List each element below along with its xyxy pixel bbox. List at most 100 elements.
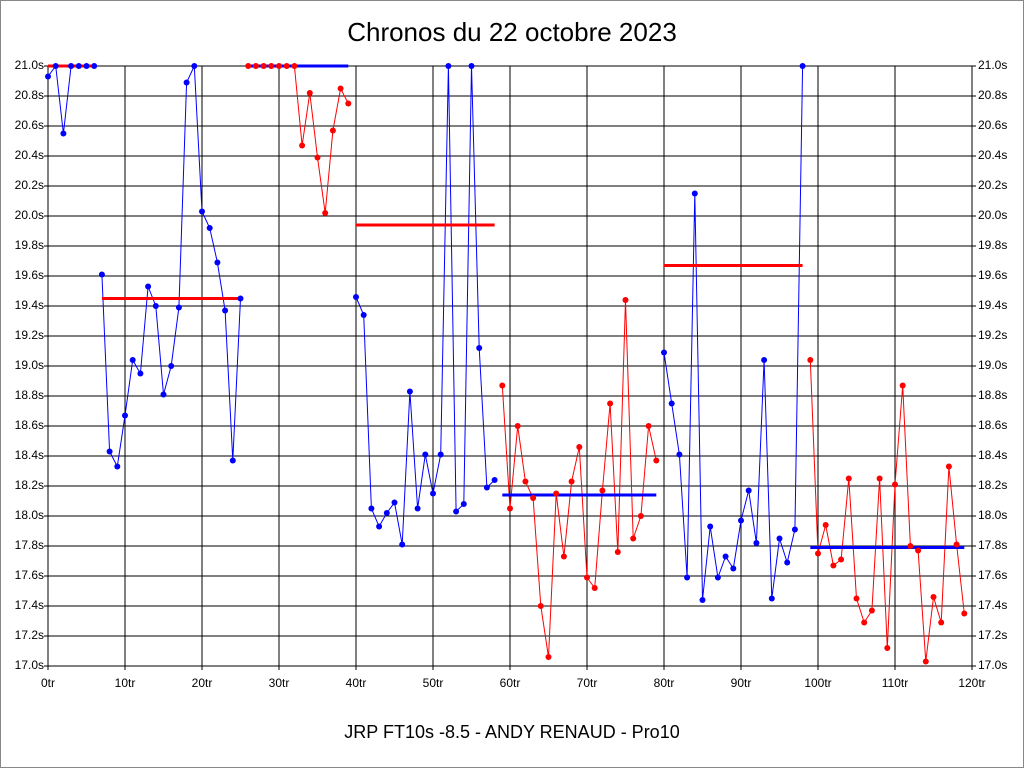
point: [691, 190, 698, 197]
point: [545, 654, 552, 660]
y2-tick-label: 20.0s: [978, 208, 1007, 222]
point: [738, 517, 744, 524]
point: [368, 505, 375, 512]
point: [714, 574, 721, 581]
point: [799, 63, 806, 69]
y2-tick-label: 20.8s: [978, 88, 1007, 102]
point: [183, 79, 190, 86]
x-tick-label: 30tr: [269, 676, 290, 690]
point: [122, 412, 128, 419]
point: [430, 490, 436, 497]
point: [907, 543, 914, 549]
point: [106, 448, 113, 455]
point: [868, 607, 875, 614]
point: [83, 63, 90, 69]
y-tick-label: 17.8s: [15, 538, 44, 552]
point: [807, 357, 814, 363]
point: [237, 295, 244, 302]
point: [276, 63, 282, 69]
point: [522, 478, 529, 485]
point: [322, 210, 329, 216]
point: [722, 553, 729, 560]
y2-tick-label: 19.2s: [978, 328, 1007, 342]
y2-tick-label: 18.2s: [978, 478, 1007, 492]
point: [653, 457, 660, 464]
y-tick-label: 19.6s: [15, 268, 44, 282]
point: [568, 478, 575, 485]
point: [437, 451, 444, 458]
y-tick-label: 20.8s: [15, 88, 44, 102]
y-tick-label: 20.0s: [15, 208, 44, 222]
y2-tick-label: 20.4s: [978, 148, 1007, 162]
point: [45, 73, 51, 80]
point: [360, 312, 367, 318]
x-axis-label: JRP FT10s -8.5 - ANDY RENAUD - Pro10: [344, 722, 679, 742]
point: [514, 423, 521, 429]
point: [584, 574, 590, 581]
point: [191, 63, 198, 69]
y2-tick-label: 18.6s: [978, 418, 1007, 432]
y-tick-label: 20.4s: [15, 148, 44, 162]
chart-title: Chronos du 22 octobre 2023: [347, 17, 677, 47]
x-tick-label: 60tr: [500, 676, 521, 690]
point: [353, 294, 359, 300]
point: [845, 475, 852, 482]
point: [553, 490, 560, 497]
point: [491, 477, 498, 483]
x-tick-label: 80tr: [654, 676, 675, 690]
point: [345, 100, 352, 107]
point: [445, 63, 452, 69]
point: [152, 303, 159, 309]
point: [576, 444, 583, 450]
point: [661, 349, 667, 356]
point: [822, 522, 829, 528]
y-tick-label: 18.8s: [15, 388, 44, 402]
y2-tick-label: 20.6s: [978, 118, 1007, 132]
point: [245, 63, 252, 69]
point: [899, 382, 906, 389]
point: [98, 271, 105, 278]
x-tick-label: 40tr: [346, 676, 367, 690]
x-tick-label: 0tr: [41, 676, 55, 690]
point: [60, 130, 67, 137]
point: [668, 400, 675, 407]
x-tick-label: 50tr: [423, 676, 444, 690]
point: [791, 526, 798, 533]
point: [260, 63, 267, 69]
y-tick-label: 17.6s: [15, 568, 44, 582]
point: [75, 63, 82, 69]
point: [884, 645, 891, 651]
point: [91, 63, 98, 69]
y2-tick-label: 18.0s: [978, 508, 1007, 522]
point: [252, 63, 259, 69]
point: [784, 559, 791, 566]
y2-tick-label: 18.4s: [978, 448, 1007, 462]
point: [961, 610, 968, 617]
point: [892, 481, 898, 488]
point: [776, 535, 783, 542]
point: [815, 550, 821, 557]
point: [861, 619, 868, 626]
y-tick-label: 20.2s: [15, 178, 44, 192]
y-tick-label: 18.6s: [15, 418, 44, 432]
point: [299, 142, 306, 149]
point: [745, 487, 752, 494]
point: [268, 63, 275, 69]
x-tick-label: 100tr: [804, 676, 831, 690]
point: [838, 556, 845, 563]
point: [206, 225, 213, 231]
x-tick-label: 110tr: [882, 676, 908, 690]
point: [137, 370, 144, 377]
point: [145, 283, 152, 290]
point: [637, 513, 644, 519]
x-tick-label: 20tr: [192, 676, 213, 690]
point: [476, 345, 483, 351]
y2-tick-label: 17.6s: [978, 568, 1007, 582]
x-tick-label: 90tr: [731, 676, 752, 690]
y-tick-label: 19.2s: [15, 328, 44, 342]
point: [560, 553, 567, 560]
point: [414, 505, 421, 512]
point: [114, 463, 121, 470]
